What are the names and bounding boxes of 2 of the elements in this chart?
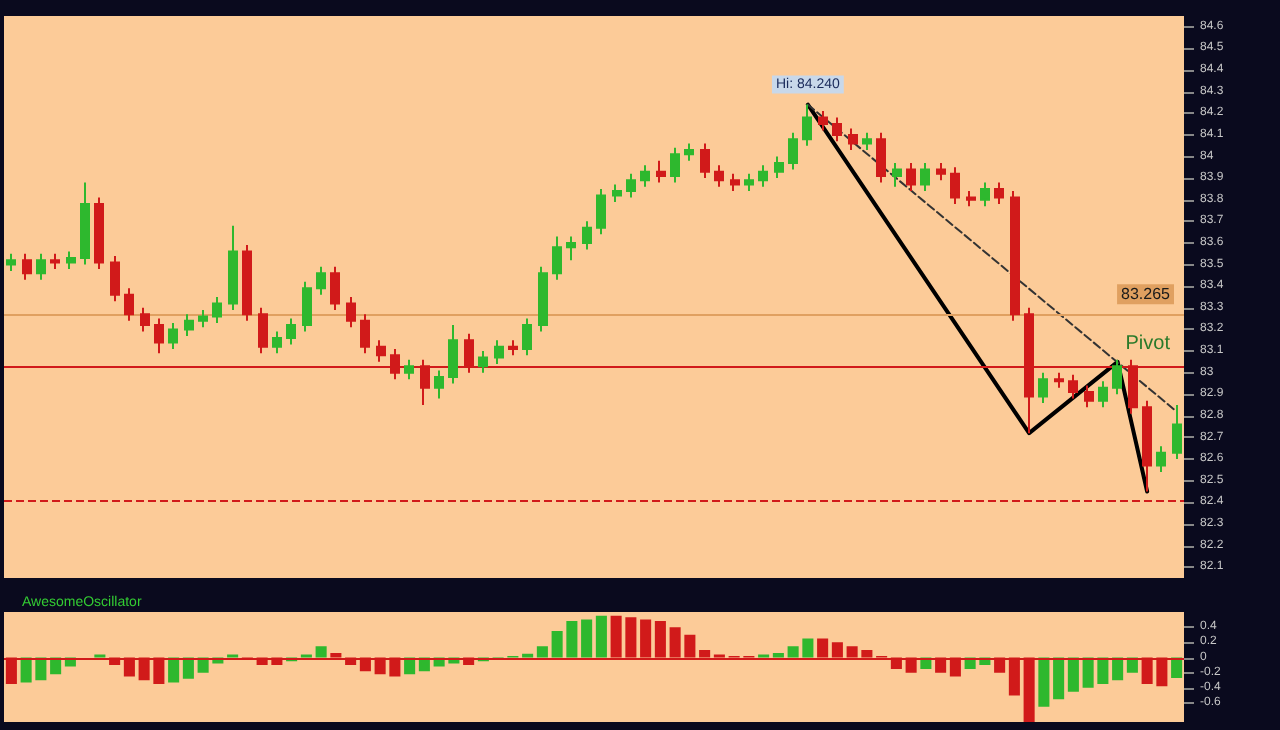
ref-line-label: 83.265 (1121, 285, 1172, 304)
ref-line-label: Pivot (1125, 333, 1171, 356)
